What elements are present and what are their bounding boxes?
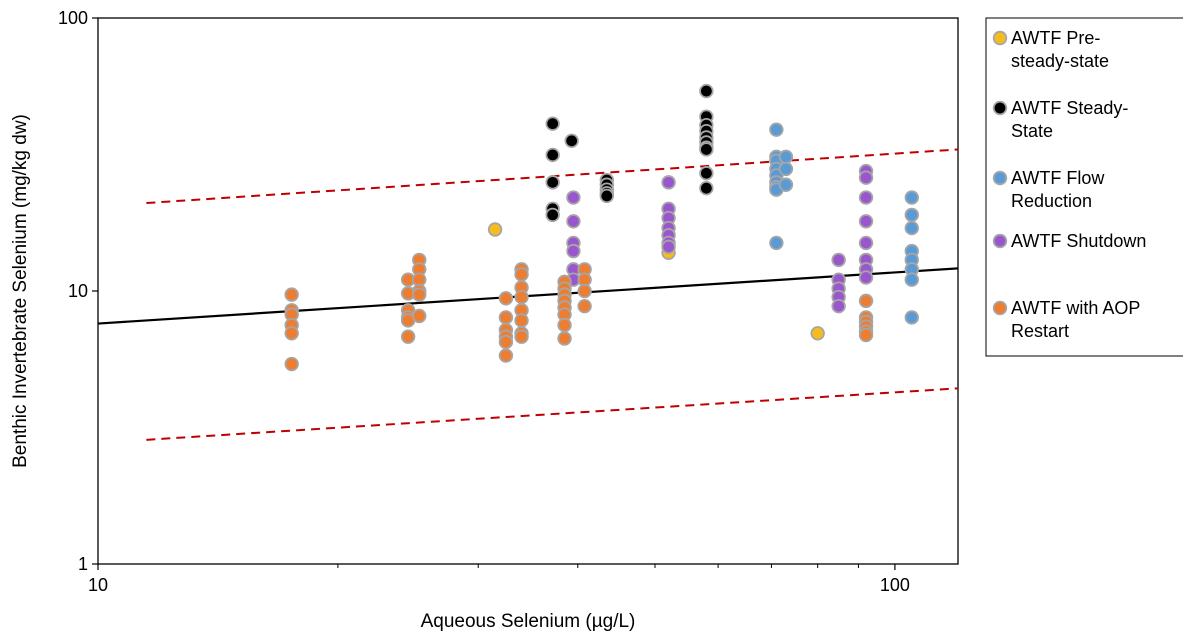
point-series-1-19 xyxy=(699,166,714,181)
dashed-bound-line-2 xyxy=(146,387,959,441)
point-series-4-42 xyxy=(577,283,592,299)
x-tick-label-1: 100 xyxy=(880,575,910,595)
point-series-2-12 xyxy=(904,190,919,205)
legend-label-4-1: Restart xyxy=(1011,321,1069,341)
point-series-2-13 xyxy=(904,207,919,223)
point-series-4-49 xyxy=(858,327,874,343)
legend-marker-4 xyxy=(992,300,1008,316)
legend-marker-3 xyxy=(992,233,1008,249)
point-series-3-17 xyxy=(831,298,846,314)
point-series-0-0 xyxy=(487,222,503,237)
y-tick-label-2: 100 xyxy=(58,8,88,28)
x-axis-title: Aqueous Selenium (µg/L) xyxy=(421,611,636,632)
point-series-1-18 xyxy=(699,142,714,157)
legend: AWTF Pre-steady-state AWTF Steady- State AW… xyxy=(985,17,1183,357)
legend-marker-2 xyxy=(992,170,1008,186)
legend-box xyxy=(985,17,1183,357)
point-series-2-8 xyxy=(769,235,784,251)
legend-label-1-1: State xyxy=(1011,121,1053,141)
point-series-2-0 xyxy=(769,122,784,137)
point-series-2-9 xyxy=(778,149,794,165)
point-series-4-0 xyxy=(284,287,299,302)
point-series-4-11 xyxy=(400,329,416,344)
point-series-1-5 xyxy=(564,133,579,148)
point-series-4-19 xyxy=(498,310,514,325)
x-tick-label-0: 10 xyxy=(88,575,108,595)
point-series-1-0 xyxy=(545,116,560,131)
point-series-3-1 xyxy=(566,214,581,229)
legend-label-0-1: steady-state xyxy=(1011,51,1109,71)
point-series-3-12 xyxy=(661,239,676,255)
point-series-3-25 xyxy=(858,270,874,285)
point-series-1-10 xyxy=(599,188,615,204)
plot-area xyxy=(97,17,959,565)
point-series-3-0 xyxy=(566,190,581,205)
data-points xyxy=(284,83,919,372)
point-series-2-10 xyxy=(778,161,794,177)
point-series-4-43 xyxy=(577,298,592,314)
legend-items: AWTF Pre-steady-state AWTF Steady- State AW… xyxy=(992,28,1146,341)
legend-label-0-0: AWTF Pre- xyxy=(1011,28,1100,48)
y-axis-title: Benthic Invertebrate Selenium (mg/kg dw) xyxy=(10,114,31,468)
legend-marker-0 xyxy=(992,30,1008,46)
legend-label-2-0: AWTF Flow xyxy=(1011,168,1105,188)
point-series-4-38 xyxy=(557,317,572,333)
y-tick-label-1: 10 xyxy=(68,281,88,301)
point-series-4-27 xyxy=(514,289,529,305)
point-series-4-44 xyxy=(858,293,874,309)
point-series-2-14 xyxy=(904,220,919,236)
point-series-3-20 xyxy=(858,190,874,205)
point-series-2-11 xyxy=(778,177,794,192)
point-series-3-21 xyxy=(858,214,874,229)
point-series-3-19 xyxy=(858,170,874,185)
point-series-4-18 xyxy=(498,291,514,306)
point-series-4-5 xyxy=(284,356,299,372)
point-series-2-18 xyxy=(904,272,919,287)
point-series-4-17 xyxy=(412,308,427,324)
point-series-1-20 xyxy=(699,180,714,196)
legend-label-4-0: AWTF with AOP xyxy=(1011,298,1140,318)
point-series-4-4 xyxy=(284,326,299,341)
point-series-0-2 xyxy=(810,326,825,341)
legend-label-3-0: AWTF Shutdown xyxy=(1011,231,1146,251)
y-tick-label-0: 1 xyxy=(78,554,88,574)
legend-marker-1 xyxy=(992,100,1008,116)
point-series-4-22 xyxy=(498,334,514,350)
point-series-3-6 xyxy=(661,175,676,190)
point-series-1-4 xyxy=(545,207,560,223)
point-series-4-16 xyxy=(412,287,427,302)
point-series-4-31 xyxy=(514,329,529,344)
point-series-4-39 xyxy=(557,331,572,346)
point-series-3-3 xyxy=(566,243,581,259)
point-series-2-19 xyxy=(904,310,919,325)
point-series-1-11 xyxy=(699,83,714,99)
point-series-3-13 xyxy=(831,252,846,268)
point-series-3-22 xyxy=(858,235,874,251)
point-series-4-25 xyxy=(514,267,529,282)
point-series-1-2 xyxy=(545,175,560,190)
point-series-4-23 xyxy=(498,348,514,363)
legend-label-2-1: Reduction xyxy=(1011,191,1092,211)
legend-label-1-0: AWTF Steady- xyxy=(1011,98,1128,118)
point-series-1-1 xyxy=(545,147,560,163)
point-series-4-29 xyxy=(514,313,529,328)
